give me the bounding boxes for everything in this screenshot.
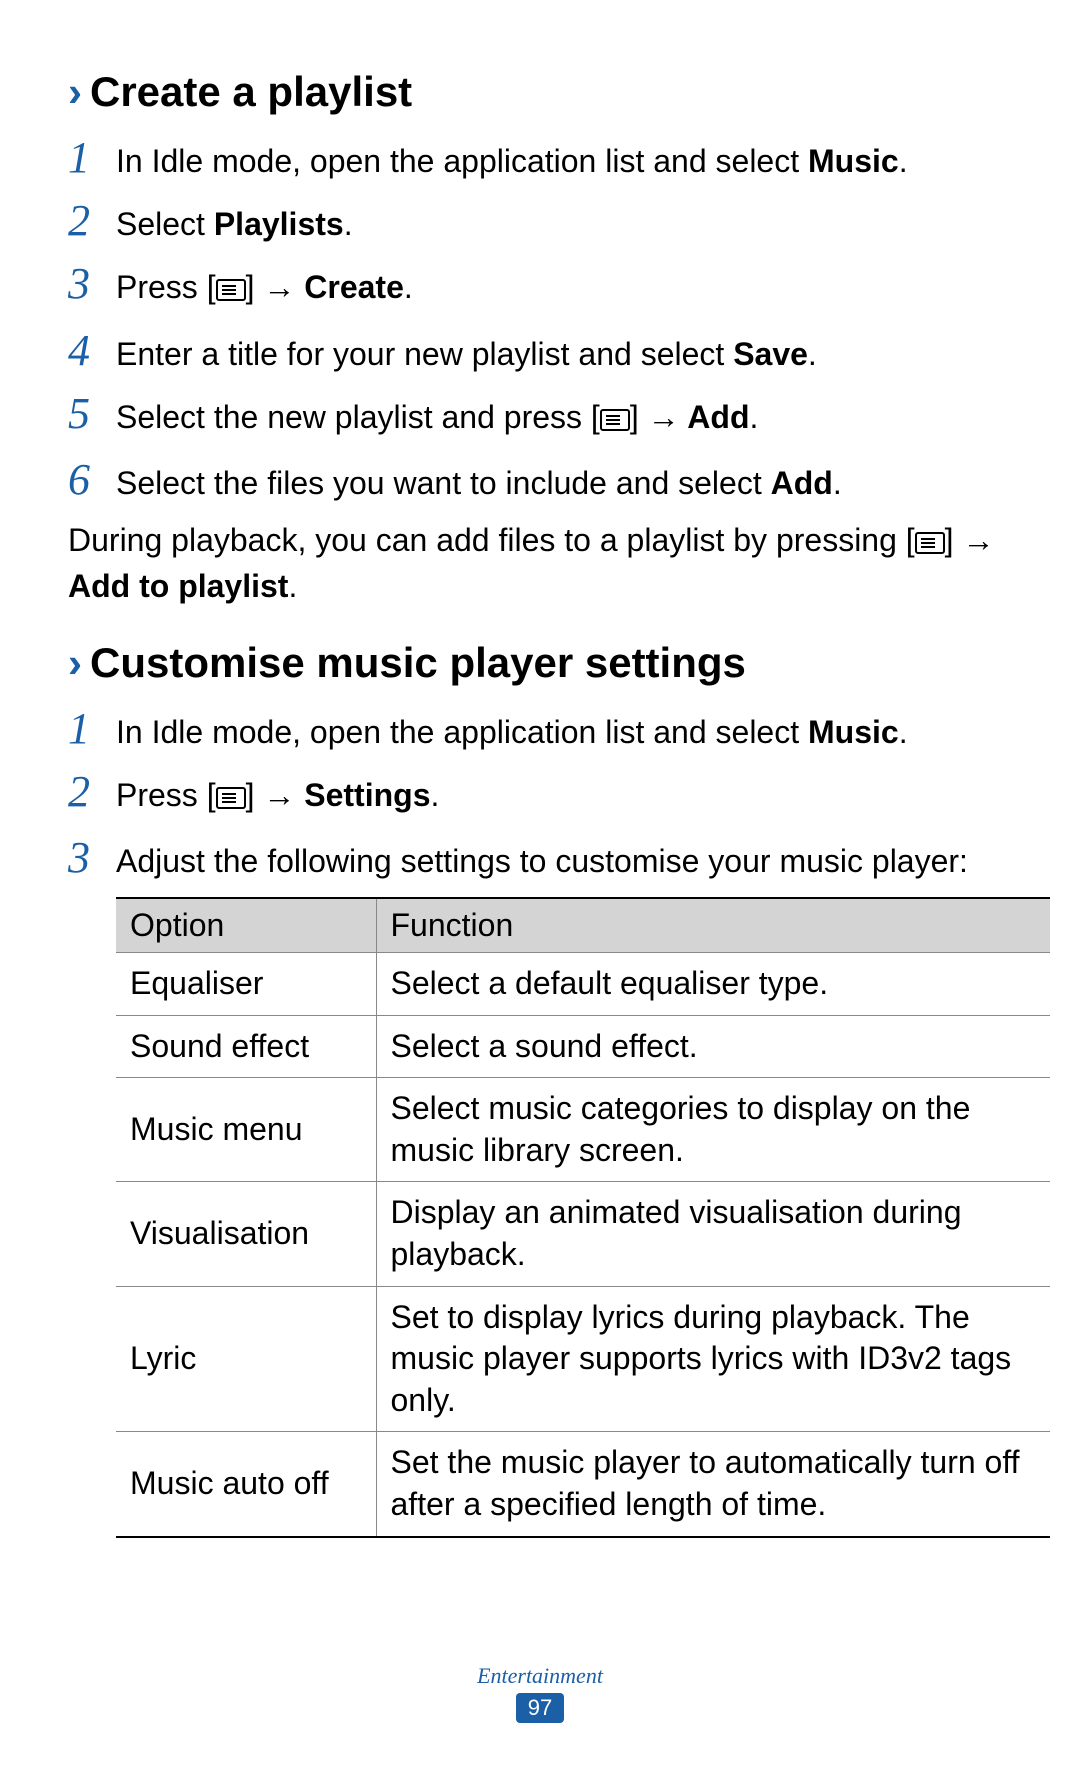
menu-icon (216, 777, 246, 820)
step-5: 5 Select the new playlist and press [] →… (68, 390, 1012, 442)
step-2: 2 Select Playlists. (68, 197, 1012, 246)
menu-icon (216, 269, 246, 312)
table-cell-option: Equaliser (116, 953, 376, 1016)
table-cell-option: Visualisation (116, 1182, 376, 1286)
section-heading-create-playlist: › Create a playlist (68, 68, 1012, 116)
table-cell-function: Select a sound effect. (376, 1015, 1050, 1078)
table-cell-function: Select a default equaliser type. (376, 953, 1050, 1016)
menu-icon (915, 522, 945, 565)
table-row: Equaliser Select a default equaliser typ… (116, 953, 1050, 1016)
step-number: 3 (68, 834, 116, 882)
step-number: 2 (68, 197, 116, 245)
table-cell-option: Lyric (116, 1286, 376, 1432)
step-1: 1 In Idle mode, open the application lis… (68, 134, 1012, 183)
step-text: Press [] → Settings. (116, 768, 439, 820)
step-number: 6 (68, 456, 116, 504)
table-row: Music auto off Set the music player to a… (116, 1432, 1050, 1537)
step-6: 6 Select the files you want to include a… (68, 456, 1012, 505)
table-cell-function: Display an animated visualisation during… (376, 1182, 1050, 1286)
page-footer: Entertainment 97 (0, 1663, 1080, 1723)
note-add-to-playlist: During playback, you can add files to a … (68, 519, 1012, 608)
page-number-badge: 97 (516, 1693, 564, 1723)
step-text: Enter a title for your new playlist and … (116, 327, 817, 376)
step-text: Select the new playlist and press [] → A… (116, 390, 758, 442)
step-text: In Idle mode, open the application list … (116, 705, 908, 754)
table-cell-option: Sound effect (116, 1015, 376, 1078)
step-text: Select Playlists. (116, 197, 353, 246)
settings-table: Option Function Equaliser Select a defau… (116, 897, 1050, 1538)
table-row: Sound effect Select a sound effect. (116, 1015, 1050, 1078)
step-1: 1 In Idle mode, open the application lis… (68, 705, 1012, 754)
heading-text: Create a playlist (90, 68, 412, 116)
page-content: › Create a playlist 1 In Idle mode, open… (0, 0, 1080, 1538)
table-header-function: Function (376, 898, 1050, 953)
step-3: 3 Press [] → Create. (68, 260, 1012, 312)
table-header-option: Option (116, 898, 376, 953)
table-cell-option: Music menu (116, 1078, 376, 1182)
chevron-icon: › (68, 71, 82, 113)
table-cell-function: Set the music player to automatically tu… (376, 1432, 1050, 1537)
step-4: 4 Enter a title for your new playlist an… (68, 327, 1012, 376)
step-number: 2 (68, 768, 116, 816)
step-number: 3 (68, 260, 116, 308)
chevron-icon: › (68, 642, 82, 684)
footer-category: Entertainment (0, 1663, 1080, 1689)
step-number: 4 (68, 327, 116, 375)
step-number: 1 (68, 134, 116, 182)
step-text: Select the files you want to include and… (116, 456, 842, 505)
step-3: 3 Adjust the following settings to custo… (68, 834, 1012, 883)
step-number: 5 (68, 390, 116, 438)
step-text: Press [] → Create. (116, 260, 413, 312)
step-text: Adjust the following settings to customi… (116, 834, 968, 883)
table-row: Music menu Select music categories to di… (116, 1078, 1050, 1182)
table-header-row: Option Function (116, 898, 1050, 953)
menu-icon (600, 399, 630, 442)
heading-text: Customise music player settings (90, 639, 746, 687)
table-cell-function: Set to display lyrics during playback. T… (376, 1286, 1050, 1432)
step-2: 2 Press [] → Settings. (68, 768, 1012, 820)
step-number: 1 (68, 705, 116, 753)
table-cell-function: Select music categories to display on th… (376, 1078, 1050, 1182)
table-row: Lyric Set to display lyrics during playb… (116, 1286, 1050, 1432)
table-cell-option: Music auto off (116, 1432, 376, 1537)
step-text: In Idle mode, open the application list … (116, 134, 908, 183)
table-row: Visualisation Display an animated visual… (116, 1182, 1050, 1286)
section-heading-customise-settings: › Customise music player settings (68, 639, 1012, 687)
